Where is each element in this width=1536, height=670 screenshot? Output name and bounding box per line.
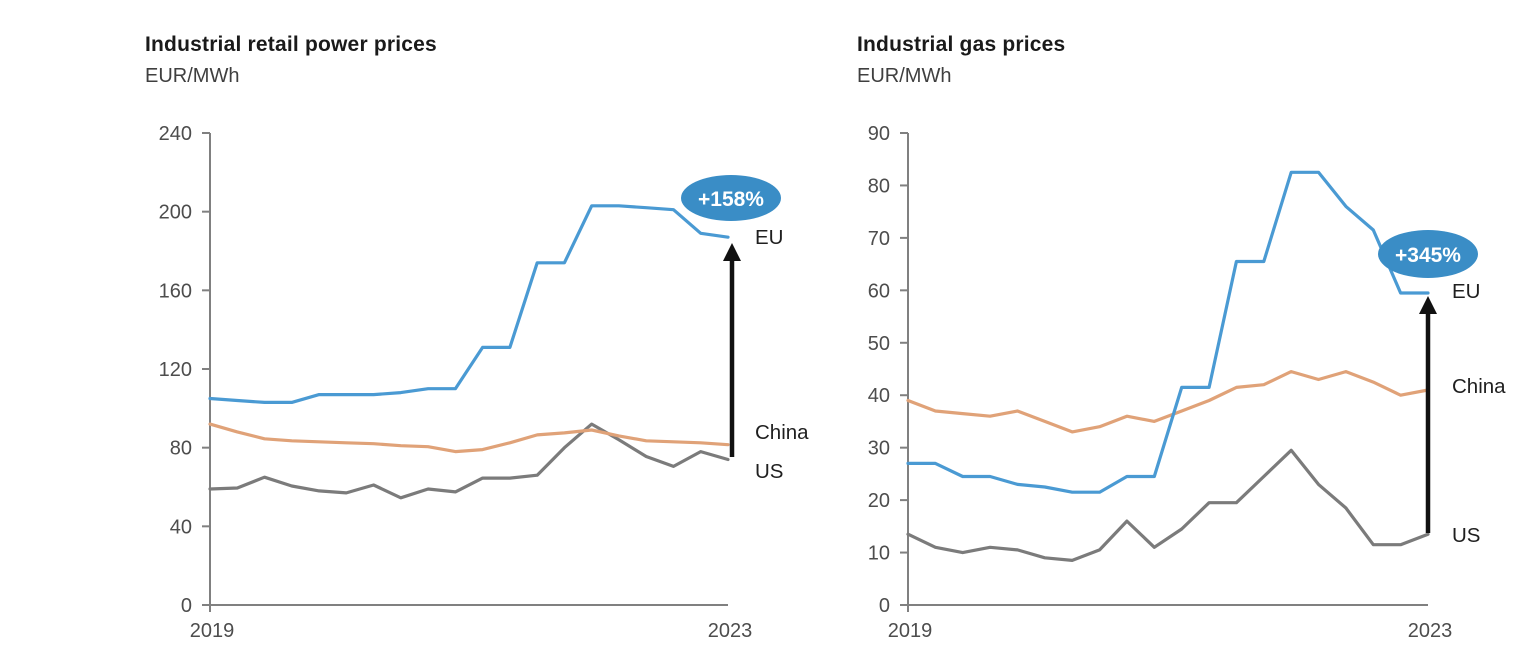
- gas-series-label-eu: EU: [1452, 280, 1480, 303]
- gas-y-tick-label: 20: [868, 490, 890, 512]
- gas-y-tick-label: 60: [868, 280, 890, 302]
- gas-growth-arrow-head-icon: [1419, 296, 1437, 314]
- power-series-label-eu: EU: [755, 226, 783, 249]
- power-y-tick-label: 240: [159, 123, 192, 145]
- gas-chart-title: Industrial gas prices: [857, 33, 1066, 56]
- gas-series-label-china: China: [1452, 375, 1506, 398]
- gas-y-tick-label: 90: [868, 123, 890, 145]
- power-series-label-china: China: [755, 421, 809, 444]
- power-annotation-ellipse: [681, 175, 781, 221]
- gas-series-label-us: US: [1452, 524, 1480, 547]
- gas-chart-unit-label: EUR/MWh: [857, 65, 952, 87]
- power-y-tick-label: 200: [159, 202, 192, 224]
- power-chart-header: Industrial retail power prices EUR/MWh: [145, 33, 437, 88]
- gas-china-series-line: [906, 370, 1430, 434]
- gas-y-tick-label: 80: [868, 175, 890, 197]
- gas-y-tick-label: 40: [868, 385, 890, 407]
- power-chart-title: Industrial retail power prices: [145, 33, 437, 56]
- gas-y-tick-label: 70: [868, 228, 890, 250]
- power-chart-unit-label: EUR/MWh: [145, 65, 240, 87]
- gas-y-tick-label: 50: [868, 333, 890, 355]
- power-y-tick-label: 160: [159, 280, 192, 302]
- gas-eu-series-line: [906, 170, 1430, 494]
- power-us-series-line: [208, 422, 730, 500]
- power-growth-arrow-head-icon: [723, 243, 741, 261]
- gas-chart-plot: 0 10 20 30 40 50 60 70 80 90 2019 2023 +345% EU China U…: [868, 123, 1506, 642]
- power-x-label-end: 2023: [708, 620, 753, 642]
- power-y-tick-label: 80: [170, 438, 192, 460]
- gas-annotation-label: +345%: [1395, 244, 1461, 267]
- gas-y-tick-label: 10: [868, 543, 890, 565]
- power-y-tick-label: 0: [181, 595, 192, 617]
- gas-annotation-ellipse: [1378, 230, 1478, 278]
- power-y-tick-label: 40: [170, 516, 192, 538]
- power-china-series-line: [208, 422, 730, 454]
- gas-y-tick-label: 0: [879, 595, 890, 617]
- gas-x-label-end: 2023: [1408, 620, 1453, 642]
- power-chart-plot: 0 40 80 120 160 200 240 2019 2023 +158% EU China US: [159, 123, 810, 642]
- power-annotation-label: +158%: [698, 188, 764, 211]
- gas-x-label-start: 2019: [888, 620, 933, 642]
- power-y-tick-label: 120: [159, 359, 192, 381]
- power-series-label-us: US: [755, 460, 783, 483]
- power-x-label-start: 2019: [190, 620, 235, 642]
- gas-y-tick-label: 30: [868, 438, 890, 460]
- gas-chart-header: Industrial gas prices EUR/MWh: [857, 33, 1065, 88]
- gas-us-series-line: [906, 448, 1430, 563]
- power-eu-series-line: [208, 204, 730, 404]
